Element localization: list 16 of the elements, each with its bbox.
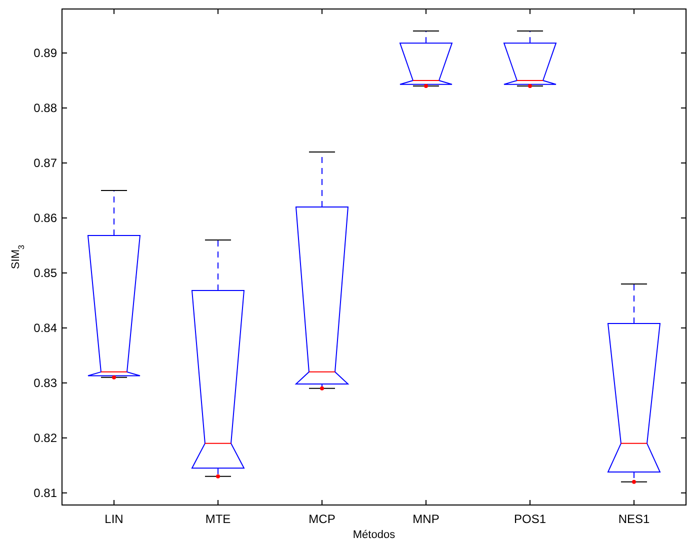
y-tick-label: 0.87 [34, 156, 58, 170]
y-tick-label: 0.83 [34, 376, 58, 390]
x-tick-label: LIN [104, 512, 124, 526]
x-tick-label: POS1 [514, 512, 546, 526]
x-tick-label: MNP [412, 512, 440, 526]
y-tick-label: 0.82 [34, 431, 58, 446]
x-tick-label: MCP [308, 512, 336, 526]
y-tick-label: 0.81 [34, 486, 58, 500]
y-tick-label: 0.84 [34, 321, 58, 336]
x-tick-label: NES1 [618, 512, 650, 526]
x-tick-label: MTE [205, 512, 231, 526]
y-tick-label: 0.86 [34, 211, 58, 226]
y-tick-label: 0.85 [34, 266, 58, 280]
y-tick-label: 0.89 [34, 46, 58, 60]
x-axis-title: Métodos [352, 529, 396, 541]
y-tick-label: 0.88 [34, 101, 58, 116]
